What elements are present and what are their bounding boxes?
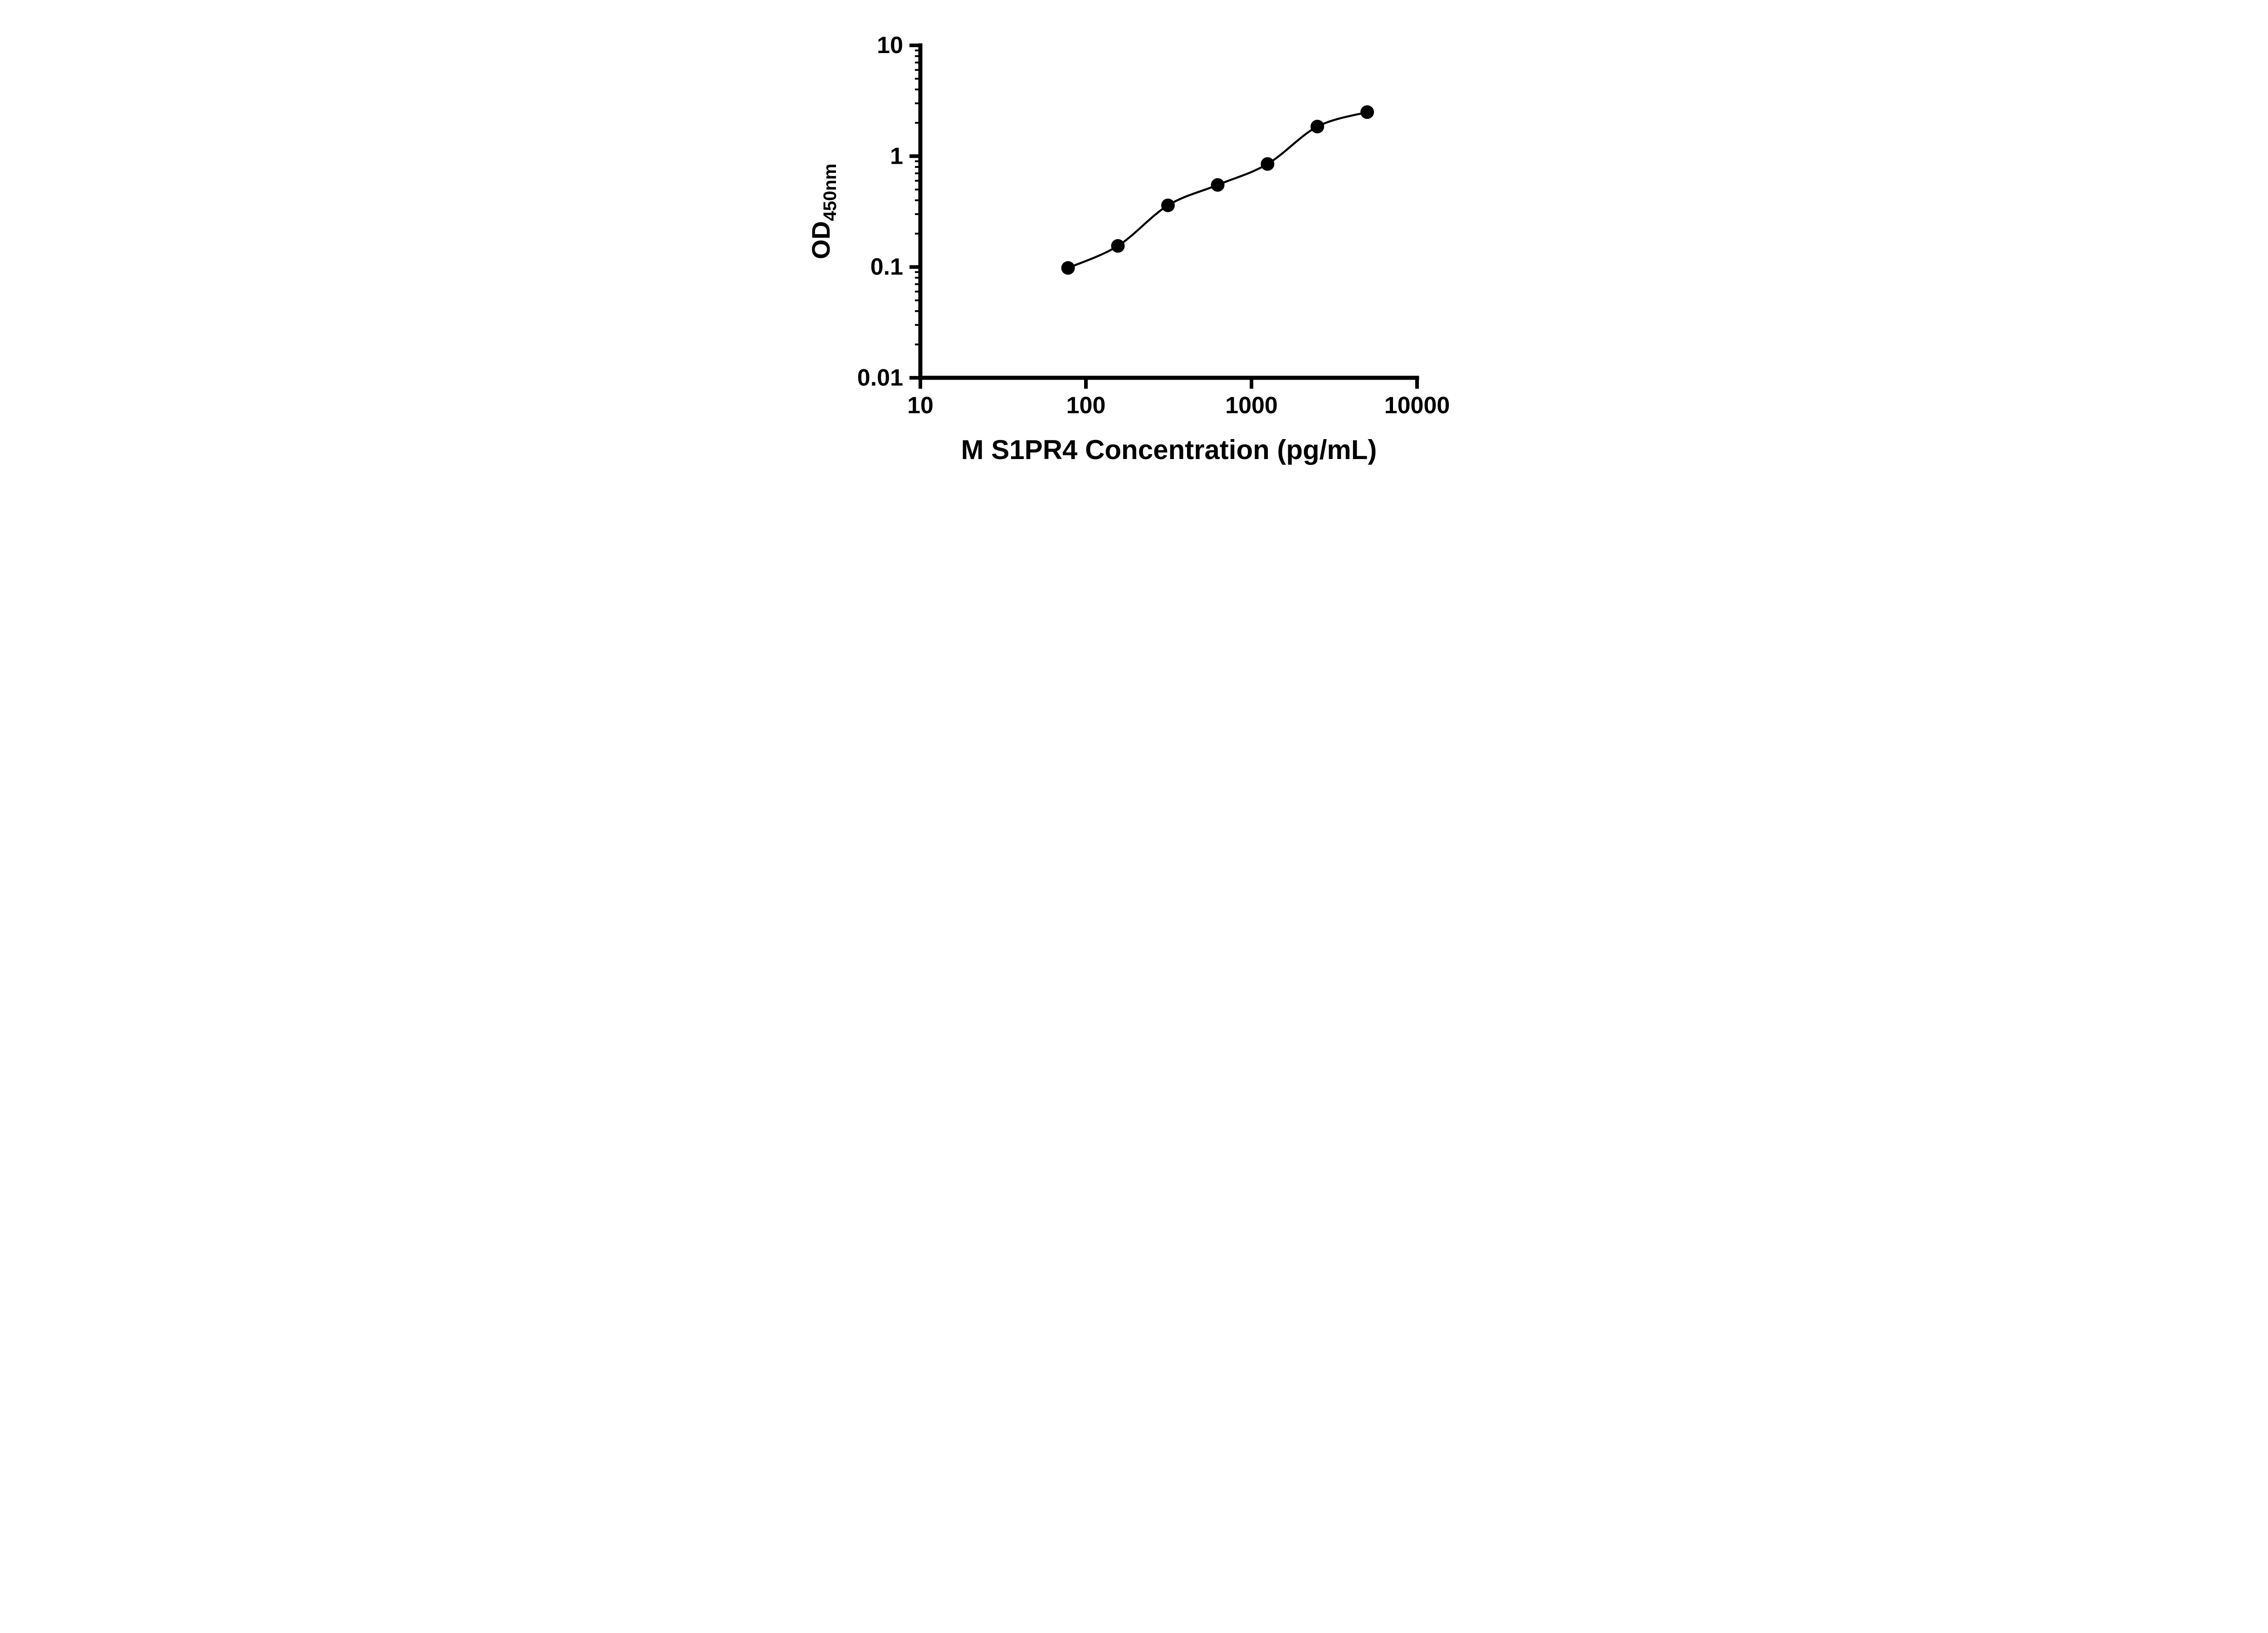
data-point <box>1261 157 1275 171</box>
y-tick-label: 10 <box>877 32 903 59</box>
x-axis-title: M S1PR4 Concentration (pg/mL) <box>961 435 1377 465</box>
plot-data <box>1061 105 1374 275</box>
data-point <box>1310 120 1325 133</box>
standard-curve-chart: 10 100 1000 10000 0.01 0.1 1 10 M S1PR4 Concent… <box>807 32 1450 465</box>
y-axis-title-main: OD <box>807 221 835 259</box>
data-point <box>1111 239 1125 253</box>
axes: 10 100 1000 10000 0.01 0.1 1 10 <box>857 32 1450 419</box>
y-tick-label: 0.1 <box>870 254 903 280</box>
x-tick-label: 10 <box>907 392 934 419</box>
x-tick-label: 100 <box>1066 392 1106 419</box>
x-tick-label: 10000 <box>1384 392 1450 419</box>
y-axis-title-subscript: 450nm <box>820 164 840 221</box>
data-point <box>1360 105 1374 119</box>
x-tick-label: 1000 <box>1225 392 1278 419</box>
y-tick-label: 1 <box>890 143 903 169</box>
data-point <box>1211 178 1225 192</box>
figure: 10 100 1000 10000 0.01 0.1 1 10 M S1PR4 Concent… <box>784 0 1484 490</box>
data-point <box>1161 198 1175 212</box>
y-tick-label: 0.01 <box>857 365 903 391</box>
y-axis-title: OD450nm <box>807 164 840 259</box>
data-point <box>1061 261 1075 275</box>
